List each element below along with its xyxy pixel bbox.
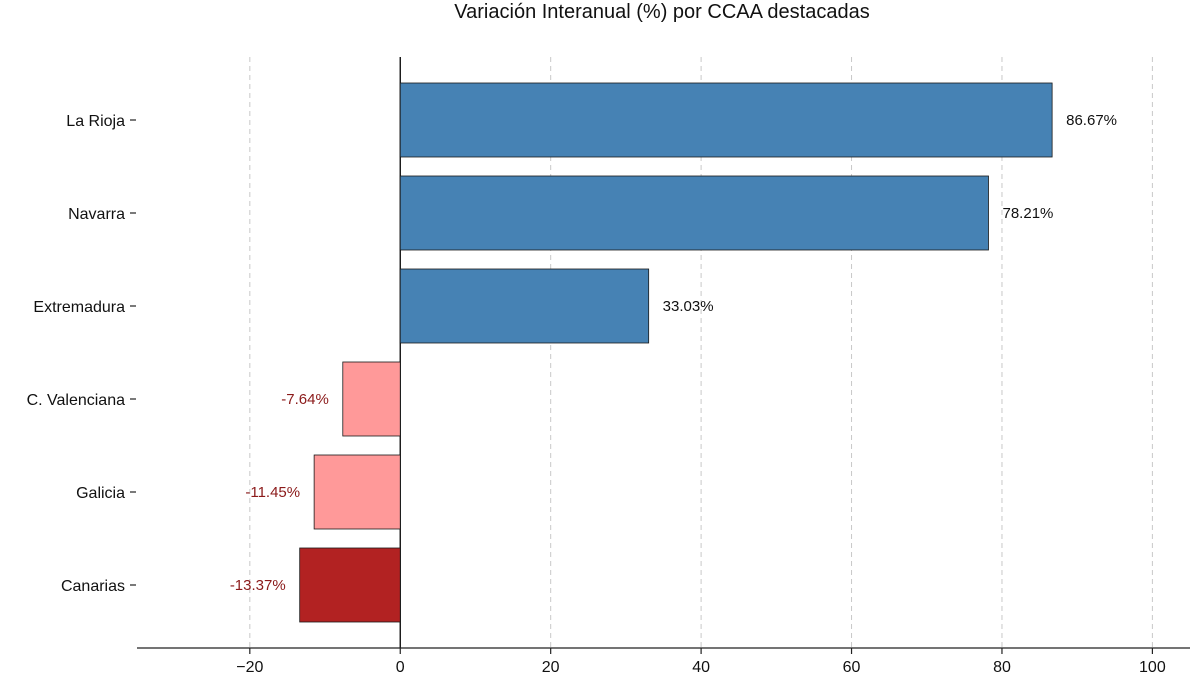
bar-c-valenciana: [342, 361, 401, 437]
chart-title: Variación Interanual (%) por CCAA destac…: [454, 1, 869, 23]
bars: [299, 82, 1053, 623]
x-tick-label-1: 0: [396, 659, 405, 675]
x-tick-label-4: 60: [843, 659, 861, 675]
category-label-4: Galicia: [76, 485, 125, 502]
bar-extremadura: [399, 268, 650, 344]
bar-la-rioja: [399, 82, 1053, 158]
data-label-0: 86.67%: [1066, 112, 1117, 129]
category-label-3: C. Valenciana: [27, 392, 126, 409]
data-label-5: -13.37%: [230, 577, 286, 594]
data-label-4: -11.45%: [245, 484, 300, 501]
category-label-1: Navarra: [68, 206, 125, 223]
category-label-2: Extremadura: [33, 299, 125, 316]
x-axis: −20 0 20 40 60 80 100: [137, 647, 1190, 676]
category-label-5: Canarias: [61, 578, 125, 595]
data-label-1: 78.21%: [1003, 205, 1054, 222]
bar-canarias: [299, 547, 401, 623]
x-tick-label-6: 100: [1139, 659, 1166, 675]
data-label-2: 33.03%: [663, 298, 714, 315]
x-tick-label-3: 40: [692, 659, 710, 675]
bar-navarra: [399, 175, 989, 251]
category-axis: La Rioja Navarra Extremadura C. Valenciana G…: [27, 113, 136, 595]
data-labels: 86.67% 78.21% 33.03% -7.64% -11.45% -13.37%: [230, 112, 1117, 594]
data-label-3: -7.64%: [281, 391, 329, 408]
x-tick-label-5: 80: [993, 659, 1011, 675]
x-tick-label-2: 20: [542, 659, 560, 675]
bar-galicia: [313, 454, 401, 530]
x-tick-label-0: −20: [236, 659, 263, 675]
category-label-0: La Rioja: [66, 113, 125, 130]
